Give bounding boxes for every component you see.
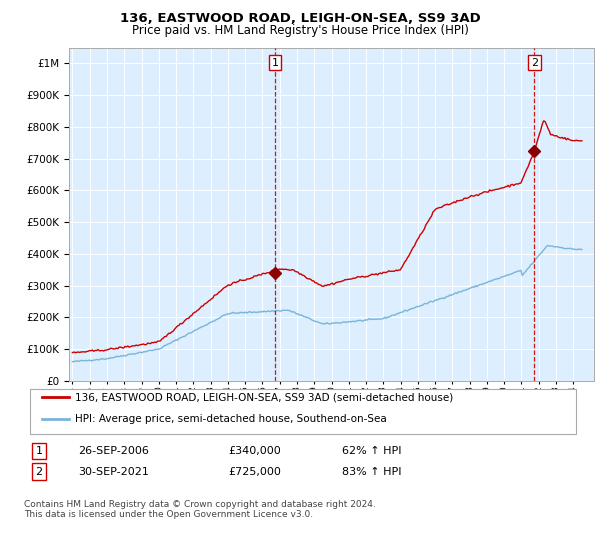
Text: 30-SEP-2021: 30-SEP-2021: [78, 466, 149, 477]
Text: 26-SEP-2006: 26-SEP-2006: [78, 446, 149, 456]
Text: 2: 2: [35, 466, 43, 477]
Text: Contains HM Land Registry data © Crown copyright and database right 2024.
This d: Contains HM Land Registry data © Crown c…: [24, 500, 376, 519]
Text: HPI: Average price, semi-detached house, Southend-on-Sea: HPI: Average price, semi-detached house,…: [75, 414, 387, 424]
Text: £340,000: £340,000: [228, 446, 281, 456]
Text: 1: 1: [35, 446, 43, 456]
Text: 136, EASTWOOD ROAD, LEIGH-ON-SEA, SS9 3AD: 136, EASTWOOD ROAD, LEIGH-ON-SEA, SS9 3A…: [119, 12, 481, 25]
Text: 62% ↑ HPI: 62% ↑ HPI: [342, 446, 401, 456]
Text: Price paid vs. HM Land Registry's House Price Index (HPI): Price paid vs. HM Land Registry's House …: [131, 24, 469, 36]
Text: 1: 1: [272, 58, 278, 68]
Text: 83% ↑ HPI: 83% ↑ HPI: [342, 466, 401, 477]
Text: 2: 2: [531, 58, 538, 68]
Text: £725,000: £725,000: [228, 466, 281, 477]
Text: 136, EASTWOOD ROAD, LEIGH-ON-SEA, SS9 3AD (semi-detached house): 136, EASTWOOD ROAD, LEIGH-ON-SEA, SS9 3A…: [75, 392, 453, 402]
